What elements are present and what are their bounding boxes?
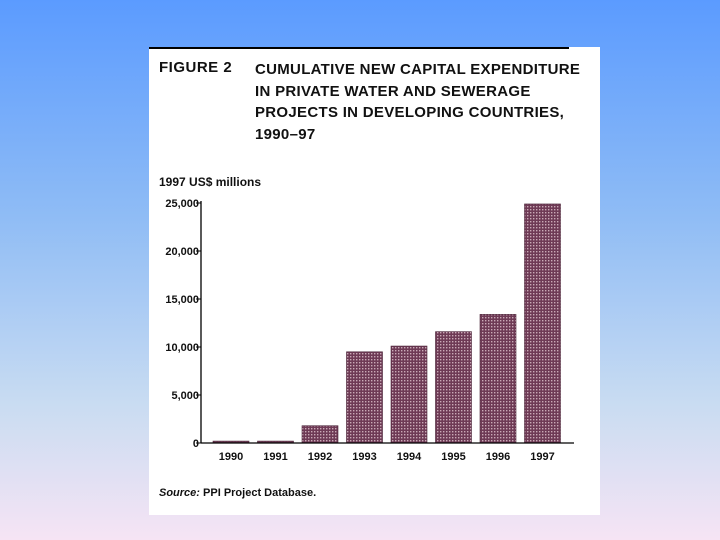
chart-title: CUMULATIVE NEW CAPITAL EXPENDITURE IN PR… xyxy=(255,61,581,143)
bar-1993 xyxy=(346,351,383,444)
source-note: Source: PPI Project Database. xyxy=(159,487,316,499)
bar-1994 xyxy=(390,345,428,444)
x-tick-label-1996: 1996 xyxy=(486,451,510,463)
figure-number: FIGURE 2 xyxy=(159,59,233,76)
y-axis-unit-label: 1997 US$ millions xyxy=(159,175,262,189)
figure-top-rule xyxy=(149,47,569,49)
source-label: Source: xyxy=(159,487,200,499)
x-tick-label-1993: 1993 xyxy=(352,451,376,463)
y-tick-label: 10,000 xyxy=(165,342,199,354)
x-tick-label-1990: 1990 xyxy=(219,451,243,463)
y-tick-label: 15,000 xyxy=(165,294,199,306)
x-tick-label-1992: 1992 xyxy=(308,451,332,463)
x-tick-label-1991: 1991 xyxy=(263,451,287,463)
y-tick-label: 0 xyxy=(193,438,199,450)
bar-1992 xyxy=(301,425,339,444)
x-tick-label-1994: 1994 xyxy=(397,451,422,463)
bar-1996 xyxy=(479,314,517,444)
bar-1995 xyxy=(435,331,472,444)
bar-1997 xyxy=(524,203,561,444)
x-tick-label-1995: 1995 xyxy=(441,451,465,463)
y-tick-label: 20,000 xyxy=(165,246,199,258)
source-text: PPI Project Database. xyxy=(203,487,317,499)
y-tick-label: 5,000 xyxy=(171,390,199,402)
x-tick-label-1997: 1997 xyxy=(530,451,554,463)
figure-panel: FIGURE 2 CUMULATIVE NEW CAPITAL EXPENDIT… xyxy=(149,47,600,515)
y-tick-label: 25,000 xyxy=(165,198,199,210)
bar-chart: 1990 1991 1992 1993 1994 1995 1996 1997 0 5,000 10… xyxy=(165,198,574,463)
